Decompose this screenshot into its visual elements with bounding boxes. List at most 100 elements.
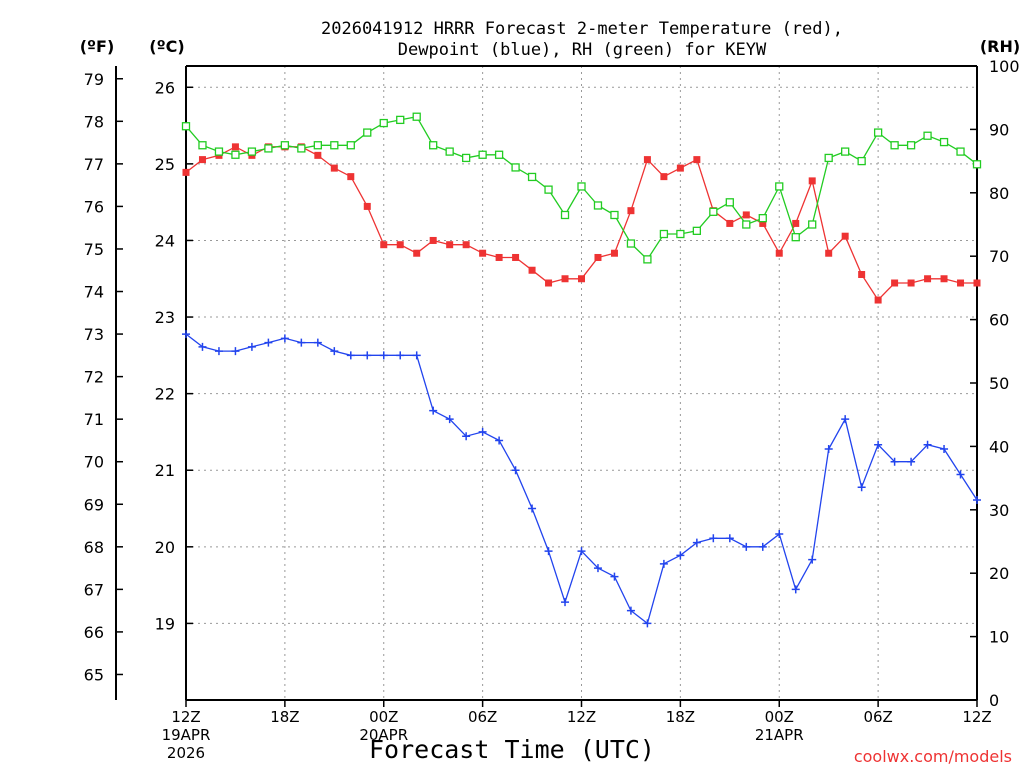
dewpoint-point xyxy=(363,351,372,360)
rh-point xyxy=(198,141,207,150)
dewpoint-point xyxy=(214,347,223,356)
temperature-point xyxy=(792,219,800,227)
temperature-point xyxy=(924,275,932,283)
dewpoint-point xyxy=(775,530,784,539)
temperature-point xyxy=(660,173,668,181)
temperature-point xyxy=(495,253,503,261)
rh-point xyxy=(890,141,899,150)
rh-point xyxy=(956,147,965,156)
rh-point xyxy=(231,150,240,159)
grid-lines xyxy=(186,66,977,700)
rh-point xyxy=(247,147,257,156)
x-tick-year-label: 2026 xyxy=(167,744,205,762)
dewpoint-point xyxy=(626,606,635,615)
dewpoint-point xyxy=(643,619,652,628)
dewpoint-point xyxy=(610,572,619,581)
dewpoint-point xyxy=(561,598,570,607)
rh-point xyxy=(659,229,669,239)
fahrenheit-tick-label: 76 xyxy=(84,197,104,216)
temperature-point xyxy=(380,241,388,249)
rh-point xyxy=(593,201,603,210)
rh-tick-label: 60 xyxy=(989,311,1009,330)
temperature-point xyxy=(429,236,437,244)
temperature-point xyxy=(528,266,536,274)
rh-point xyxy=(643,255,652,264)
dewpoint-point xyxy=(231,347,240,356)
rh-point xyxy=(923,131,932,140)
fahrenheit-tick-label: 72 xyxy=(84,368,104,387)
celsius-tick-label: 20 xyxy=(155,538,175,557)
temperature-point xyxy=(973,279,981,287)
rh-point xyxy=(808,220,817,229)
rh-point xyxy=(709,207,718,216)
temperature-point xyxy=(825,249,833,257)
rh-point xyxy=(363,128,372,137)
x-tick-date-label: 19APR xyxy=(162,726,211,744)
dewpoint-point xyxy=(692,538,701,547)
rh-point xyxy=(692,226,702,235)
rh-tick-label: 70 xyxy=(989,247,1009,266)
temperature-point xyxy=(907,279,915,287)
temperature-point xyxy=(578,275,585,283)
temperature-point xyxy=(858,270,866,278)
rh-tick-label: 80 xyxy=(989,184,1009,203)
x-tick-label: 00Z xyxy=(369,708,398,726)
dewpoint-point xyxy=(593,564,602,573)
x-tick-date-label: 21APR xyxy=(755,726,804,744)
x-tick-label: 18Z xyxy=(666,708,695,726)
temperature-point xyxy=(231,143,239,151)
dewpoint-line xyxy=(185,333,978,625)
dewpoint-point xyxy=(577,547,586,556)
temperature-point xyxy=(676,164,684,172)
x-tick-label: 06Z xyxy=(468,708,497,726)
temperature-point xyxy=(874,296,882,304)
temperature-point xyxy=(314,151,322,159)
rh-tick-label: 100 xyxy=(989,57,1020,76)
rh-point xyxy=(873,128,883,137)
dewpoint-point xyxy=(313,338,322,347)
rh-tick-label: 30 xyxy=(989,501,1009,520)
celsius-unit-label: (ºC) xyxy=(149,37,184,56)
dewpoint-point xyxy=(330,347,339,356)
fahrenheit-tick-label: 77 xyxy=(84,155,104,174)
rh-point xyxy=(429,141,438,150)
fahrenheit-unit-label: (ºF) xyxy=(80,37,115,56)
dewpoint-point xyxy=(478,427,487,436)
dewpoint-point xyxy=(758,542,767,551)
rh-point xyxy=(824,153,833,163)
dewpoint-point xyxy=(247,342,256,351)
dewpoint-point xyxy=(841,415,850,424)
celsius-tick-label: 24 xyxy=(155,231,175,250)
rh-point xyxy=(906,141,916,150)
celsius-tick-label: 21 xyxy=(155,461,175,480)
dewpoint-point xyxy=(742,542,751,551)
temperature-point xyxy=(693,156,701,164)
dewpoint-point xyxy=(824,444,833,453)
temperature-point xyxy=(347,173,355,181)
rh-point xyxy=(264,144,273,153)
rh-point xyxy=(857,156,866,166)
temperature-point xyxy=(940,275,948,283)
rh-point xyxy=(461,153,471,163)
rh-point xyxy=(478,150,487,159)
chart-title-line1: 2026041912 HRRR Forecast 2-meter Tempera… xyxy=(321,19,843,39)
dewpoint-point xyxy=(659,559,668,568)
dewpoint-point xyxy=(874,440,883,449)
rh-point xyxy=(610,210,619,220)
dewpoint-point xyxy=(445,415,454,424)
rh-point xyxy=(544,185,553,194)
temperature-point xyxy=(726,219,734,227)
rh-point xyxy=(313,141,322,150)
dewpoint-point xyxy=(725,534,734,543)
temperature-point xyxy=(396,241,404,249)
dewpoint-point xyxy=(346,351,355,360)
rh-point xyxy=(494,150,504,159)
fahrenheit-tick-label: 79 xyxy=(84,70,104,89)
axes: 65 66 67 68 69 70 71 72 73 74 75 76 77 78 79 19 20 21 22 23… xyxy=(84,57,1020,762)
temperature-point xyxy=(643,156,651,164)
temperature-point xyxy=(462,241,470,249)
rh-point xyxy=(181,122,191,131)
rh-point xyxy=(626,239,636,248)
rh-tick-label: 40 xyxy=(989,437,1009,456)
